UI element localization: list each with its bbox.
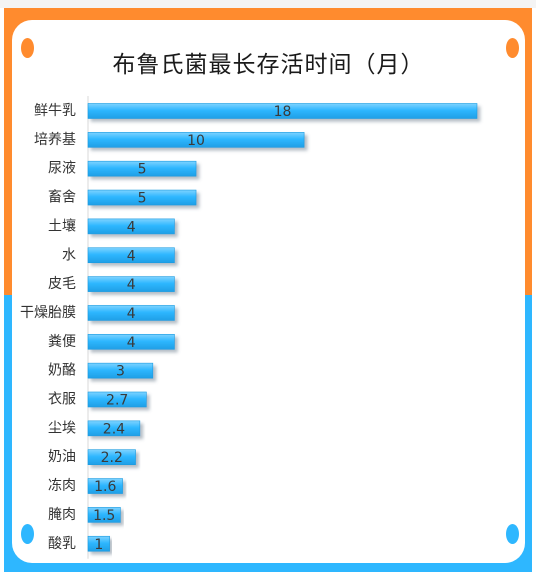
data-label: 2.7 [106, 393, 128, 409]
category-label: 腌肉 [48, 507, 76, 523]
category-label: 酸乳 [48, 536, 76, 552]
category-label: 皮毛 [48, 276, 76, 292]
bar[interactable] [87, 362, 154, 379]
category-label: 畜舍 [48, 190, 76, 206]
data-label: 1.5 [93, 508, 115, 524]
data-label: 4 [127, 335, 136, 351]
data-label: 4 [127, 219, 136, 235]
bar[interactable] [87, 218, 175, 235]
bar[interactable] [87, 420, 141, 437]
category-label: 粪便 [48, 334, 76, 350]
category-label: 衣服 [48, 392, 76, 408]
bar[interactable] [87, 247, 175, 264]
decorative-dot-top-left [21, 38, 34, 58]
chart-title: 布鲁氏菌最长存活时间（月） [112, 52, 425, 78]
bar[interactable] [87, 391, 147, 408]
bar[interactable] [87, 103, 478, 119]
category-label: 奶酪 [48, 363, 76, 379]
category-label: 水 [62, 247, 76, 263]
bar[interactable] [87, 535, 110, 552]
data-label: 10 [187, 133, 205, 149]
category-label: 鲜牛乳 [34, 103, 76, 119]
category-label: 尘埃 [48, 420, 76, 436]
decorative-dot-bottom-right [506, 524, 519, 544]
bar[interactable] [87, 449, 136, 466]
data-label: 2.2 [101, 450, 123, 466]
data-label: 5 [138, 162, 147, 178]
category-label: 干燥胎膜 [20, 305, 76, 321]
bar[interactable] [87, 160, 197, 177]
bar[interactable] [87, 305, 175, 321]
category-label: 培养基 [34, 131, 76, 148]
data-label: 18 [274, 104, 292, 120]
bar[interactable] [87, 333, 175, 350]
category-label: 奶油 [48, 449, 76, 465]
data-label: 1.6 [94, 479, 116, 495]
data-label: 5 [138, 191, 147, 207]
bar[interactable] [87, 478, 123, 494]
bar[interactable] [87, 507, 121, 523]
data-label: 2.4 [103, 421, 125, 437]
category-label: 尿液 [48, 161, 76, 177]
bar[interactable] [87, 189, 197, 206]
data-label: 4 [127, 306, 136, 322]
data-label: 4 [127, 277, 136, 293]
data-label: 1 [94, 537, 103, 553]
decorative-dot-bottom-left [21, 524, 34, 544]
decorative-dot-top-right [506, 38, 519, 58]
data-label: 3 [116, 364, 125, 380]
category-label: 土壤 [48, 217, 76, 234]
data-label: 4 [127, 248, 136, 264]
bar[interactable] [87, 132, 305, 148]
sheet-gridline-strip [0, 0, 536, 8]
category-label: 冻肉 [48, 477, 76, 494]
bar[interactable] [87, 276, 175, 292]
